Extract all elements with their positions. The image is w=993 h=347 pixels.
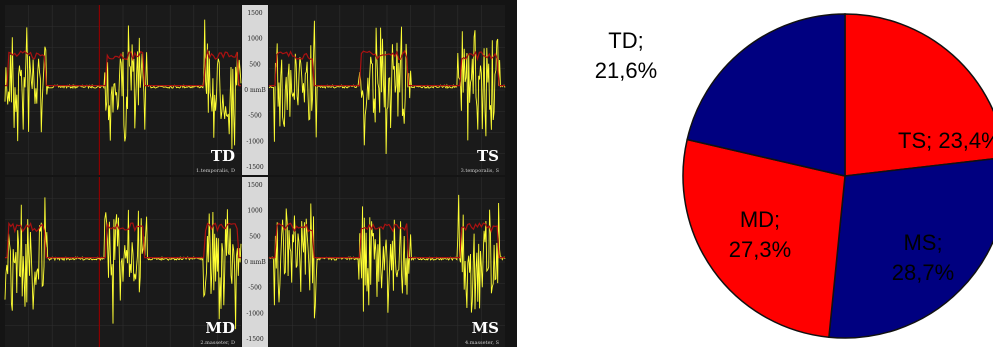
pie-slice-ms [828, 158, 993, 339]
scale-tick-label: 1500 [247, 182, 262, 189]
amplitude-scale-top [242, 5, 268, 175]
scale-tick-label: -1500 [246, 164, 263, 171]
scale-tick-label: -1500 [246, 336, 263, 343]
scale-tick-label: 500 [249, 233, 261, 240]
emg-recording-panel: 1500 1000 500 0 mmB -500 -1000 -1500 1500 1000 50… [0, 0, 517, 347]
channel-code-label: TD [211, 147, 235, 165]
pie-slice-label: TS; 23,4% [898, 128, 993, 153]
scale-tick-label: -500 [248, 113, 262, 120]
scale-tick-label: 1500 [247, 10, 262, 17]
channel-caption: 3.temporalis, S [461, 168, 500, 174]
emg-envelope-trace [5, 48, 241, 87]
pie-slice-md [682, 138, 846, 339]
emg-envelope-trace [5, 221, 241, 259]
scale-tick-label: -1000 [246, 138, 263, 145]
pie-slice-label: TD; 21,6% [595, 28, 657, 83]
emg-envelope-trace [269, 49, 505, 87]
channel-code-label: MS [472, 319, 499, 337]
channel-caption: 4.masseter, S [465, 340, 500, 346]
emg-signal-trace [268, 194, 506, 319]
scale-tick-label: 1000 [247, 208, 262, 215]
pie-slice-label: MS; 28,7% [892, 230, 954, 285]
channel-code-label: MD [205, 319, 235, 337]
channel-code-label: TS [477, 147, 499, 165]
emg-envelope-trace [269, 222, 505, 259]
emg-channel-td [4, 5, 242, 175]
emg-signal-trace [268, 20, 506, 155]
channel-caption: 1.temporalis, D [196, 168, 235, 174]
emg-channel-ms [268, 177, 506, 347]
pie-slice-label: MD; 27,3% [729, 207, 791, 262]
channel-caption: 2.masseter, D [200, 340, 235, 346]
pie-slice-ts [844, 13, 993, 177]
scale-tick-label: 0 mmB [244, 259, 266, 266]
scale-tick-label: -500 [248, 285, 262, 292]
emg-channel-md [4, 177, 242, 347]
scale-tick-label: 1000 [247, 36, 262, 43]
scale-tick-label: -1000 [246, 310, 263, 317]
amplitude-scale-bottom [242, 177, 268, 347]
emg-signal-trace [4, 197, 242, 330]
emg-channel-ts [268, 5, 506, 175]
scale-tick-label: 500 [249, 61, 261, 68]
scale-tick-label: 0 mmB [244, 87, 266, 94]
pie-chart: TS; 23,4% MS; 28,7% MD; 27,3% TD; 21,6% [595, 13, 993, 339]
pie-slice-td [686, 13, 846, 177]
